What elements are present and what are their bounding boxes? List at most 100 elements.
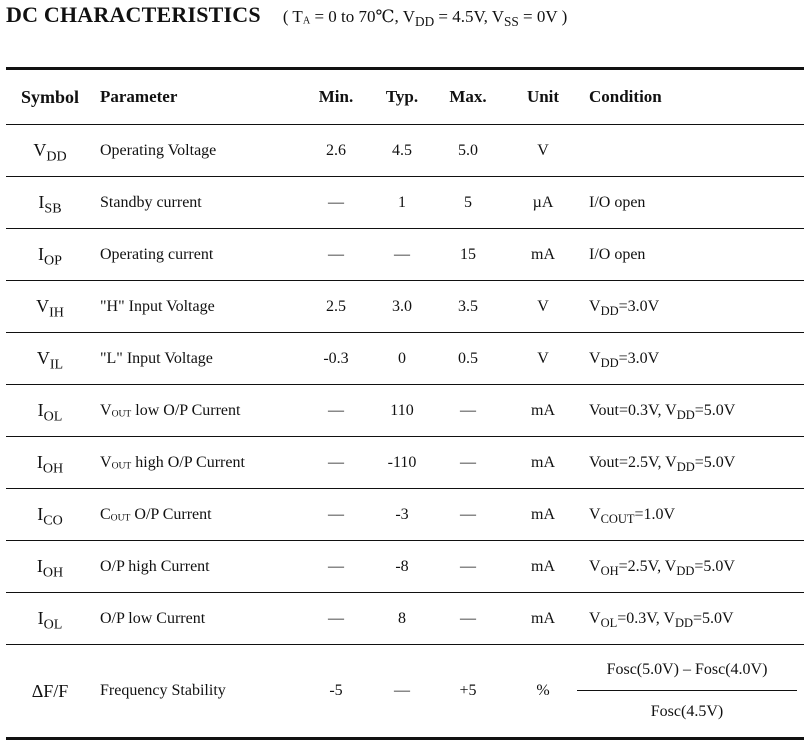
- table-row: ISB Standby current — 1 5 µA I/O open: [6, 176, 804, 229]
- max-cell: —: [434, 436, 502, 489]
- unit-cell: mA: [502, 592, 584, 645]
- page-header: DC CHARACTERISTICS ( TA = 0 to 70℃, VDD …: [6, 2, 567, 32]
- min-cell: —: [302, 384, 370, 437]
- typ-cell: 4.5: [370, 124, 434, 177]
- parameter-cell: COUT O/P Current: [94, 488, 302, 541]
- symbol-cell: IOH: [6, 436, 94, 489]
- unit-cell: mA: [502, 540, 584, 593]
- unit-cell: mA: [502, 384, 584, 437]
- symbol-cell: ICO: [6, 488, 94, 541]
- parameter-cell: VOUT high O/P Current: [94, 436, 302, 489]
- typ-cell: 3.0: [370, 280, 434, 333]
- condition-cell: Fosc(5.0V) – Fosc(4.0V) Fosc(4.5V): [577, 645, 804, 739]
- max-cell: 3.5: [434, 280, 502, 333]
- typ-cell: 110: [370, 384, 434, 437]
- unit-cell: µA: [502, 176, 584, 229]
- page-title: DC CHARACTERISTICS: [6, 2, 261, 27]
- typ-cell: —: [394, 682, 410, 699]
- column-header-max: Max.: [434, 68, 502, 125]
- parameter-cell: O/P high Current: [94, 540, 302, 593]
- typ-cell: -3: [370, 488, 434, 541]
- test-conditions: ( TA = 0 to 70℃, VDD = 4.5V, VSS = 0V ): [282, 7, 568, 30]
- column-header-unit: Unit: [502, 68, 584, 125]
- condition-cell: I/O open: [584, 228, 804, 281]
- min-cell: 2.5: [302, 280, 370, 333]
- min-cell: -0.3: [302, 332, 370, 385]
- unit-cell: %: [536, 682, 550, 699]
- table-row: ICO COUT O/P Current — -3 — mA VCOUT=1.0…: [6, 488, 804, 541]
- table-row: ΔF/F Frequency Stability -5 — +5 % Fosc(…: [6, 645, 804, 739]
- parameter-cell: "H" Input Voltage: [94, 280, 302, 333]
- parameter-cell: Standby current: [94, 176, 302, 229]
- condition-cell: VDD=3.0V: [584, 280, 804, 333]
- column-header-condition: Condition: [584, 68, 804, 125]
- typ-cell: 1: [370, 176, 434, 229]
- unit-cell: mA: [502, 488, 584, 541]
- max-cell: 5.0: [434, 124, 502, 177]
- symbol-cell: IOL: [6, 592, 94, 645]
- table-row: IOP Operating current — — 15 mA I/O open: [6, 228, 804, 281]
- symbol-cell: VIL: [6, 332, 94, 385]
- max-cell: 15: [434, 228, 502, 281]
- table-row: IOL O/P low Current — 8 — mA VOL=0.3V, V…: [6, 592, 804, 645]
- min-cell: —: [302, 176, 370, 229]
- condition-cell: VCOUT=1.0V: [584, 488, 804, 541]
- column-header-parameter: Parameter: [94, 68, 302, 125]
- min-cell: —: [302, 228, 370, 281]
- typ-cell: 0: [370, 332, 434, 385]
- max-cell: 0.5: [434, 332, 502, 385]
- unit-cell: mA: [502, 436, 584, 489]
- min-cell: —: [302, 488, 370, 541]
- max-cell: —: [434, 384, 502, 437]
- typ-cell: —: [370, 228, 434, 281]
- symbol-cell: VDD: [6, 124, 94, 177]
- column-header-min: Min.: [302, 68, 370, 125]
- condition-cell: VDD=3.0V: [584, 332, 804, 385]
- symbol-cell: IOL: [6, 384, 94, 437]
- typ-cell: -110: [370, 436, 434, 489]
- symbol-cell: IOP: [6, 228, 94, 281]
- max-cell: —: [434, 592, 502, 645]
- symbol-cell: ISB: [6, 176, 94, 229]
- max-cell: —: [434, 540, 502, 593]
- fraction-bar: [577, 690, 797, 691]
- parameter-cell: "L" Input Voltage: [94, 332, 302, 385]
- min-cell: —: [302, 540, 370, 593]
- column-header-typ: Typ.: [370, 68, 434, 125]
- max-cell: 5: [434, 176, 502, 229]
- min-cell: —: [302, 592, 370, 645]
- table-row: VDD Operating Voltage 2.6 4.5 5.0 V: [6, 124, 804, 177]
- condition-cell: Vout=0.3V, VDD=5.0V: [584, 384, 804, 437]
- formula-denominator: Fosc(4.5V): [650, 703, 724, 720]
- parameter-cell: Operating Voltage: [94, 124, 302, 177]
- table-row: IOL VOUT low O/P Current — 110 — mA Vout…: [6, 384, 804, 437]
- unit-cell: mA: [502, 228, 584, 281]
- table-row: IOH VOUT high O/P Current — -110 — mA Vo…: [6, 436, 804, 489]
- table-row: VIL "L" Input Voltage -0.3 0 0.5 V VDD=3…: [6, 332, 804, 385]
- formula-numerator: Fosc(5.0V) – Fosc(4.0V): [606, 661, 768, 678]
- parameter-cell: O/P low Current: [94, 592, 302, 645]
- frequency-stability-formula: Fosc(5.0V) – Fosc(4.0V) Fosc(4.5V): [577, 661, 797, 721]
- condition-cell: VOH=2.5V, VDD=5.0V: [584, 540, 804, 593]
- condition-cell: VOL=0.3V, VDD=5.0V: [584, 592, 804, 645]
- max-cell: —: [434, 488, 502, 541]
- max-cell: +5: [459, 682, 477, 699]
- table-row: IOH O/P high Current — -8 — mA VOH=2.5V,…: [6, 540, 804, 593]
- unit-cell: V: [502, 124, 584, 177]
- symbol-cell: ΔF/F: [31, 680, 69, 701]
- unit-cell: V: [502, 332, 584, 385]
- table-row: VIH "H" Input Voltage 2.5 3.0 3.5 V VDD=…: [6, 280, 804, 333]
- condition-cell: Vout=2.5V, VDD=5.0V: [584, 436, 804, 489]
- min-cell: -5: [329, 682, 343, 699]
- condition-cell: I/O open: [584, 176, 804, 229]
- symbol-cell: IOH: [6, 540, 94, 593]
- dc-characteristics-table: Symbol Parameter Min. Typ. Max. Unit Con…: [6, 67, 804, 740]
- parameter-cell: VOUT low O/P Current: [94, 384, 302, 437]
- unit-cell: V: [502, 280, 584, 333]
- condition-cell: [584, 124, 804, 177]
- min-cell: —: [302, 436, 370, 489]
- column-header-symbol: Symbol: [6, 68, 94, 125]
- symbol-cell: VIH: [6, 280, 94, 333]
- parameter-cell: Frequency Stability: [100, 682, 226, 699]
- typ-cell: -8: [370, 540, 434, 593]
